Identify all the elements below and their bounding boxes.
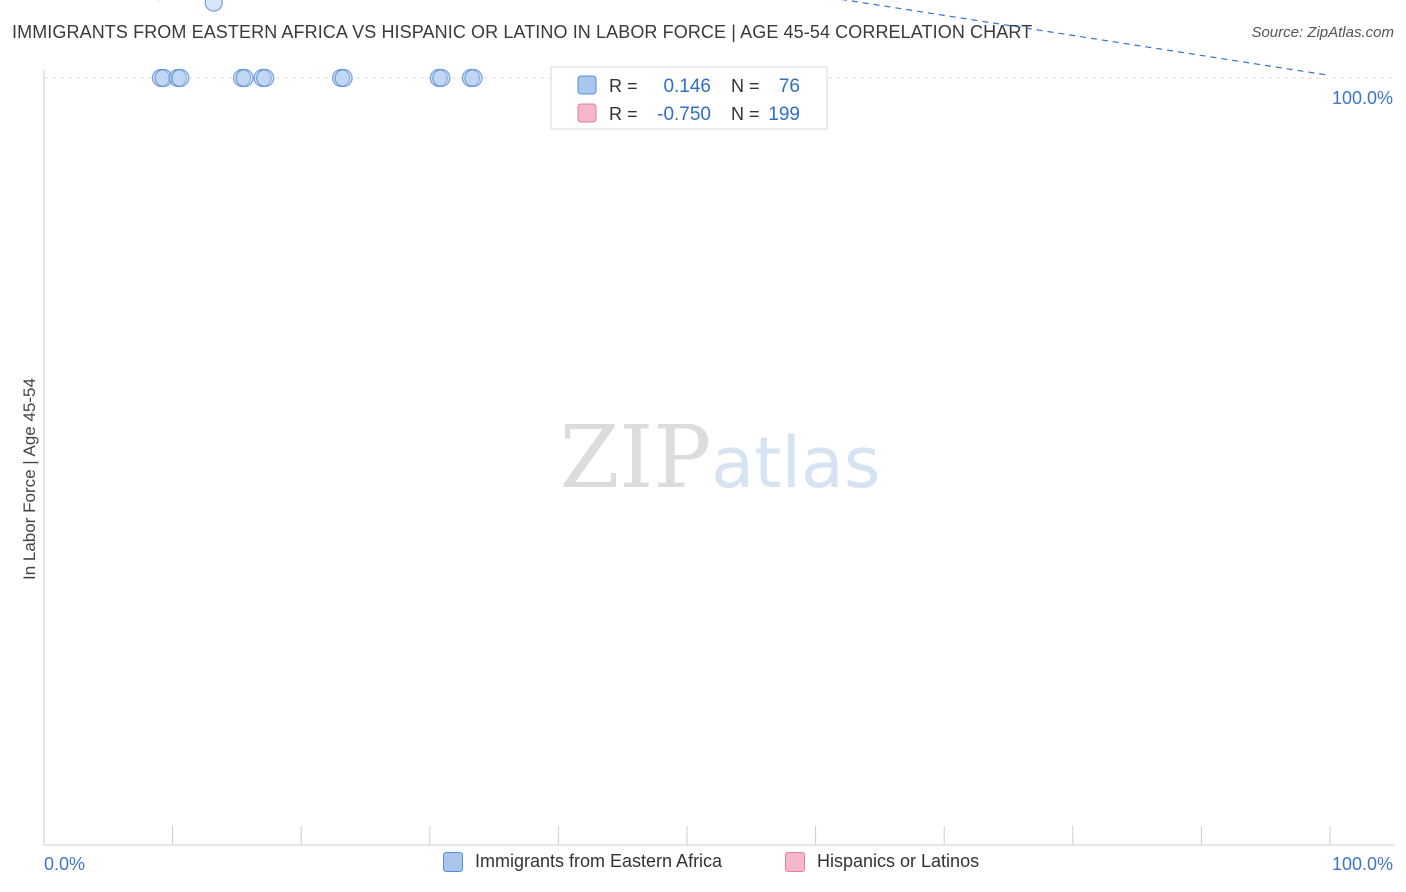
legend-swatch-blue: [577, 75, 597, 95]
grid-lines: [44, 77, 1395, 79]
bottom-legend-label-2: Hispanics or Latinos: [817, 851, 980, 871]
point-eastern-africa: [334, 68, 353, 88]
axes: [43, 70, 1395, 846]
legend-r-label-1: R =: [609, 76, 638, 96]
y-axis-label: In Labor Force | Age 45-54: [20, 378, 39, 580]
bottom-legend-hispanics: Hispanics or Latinos: [785, 851, 979, 872]
watermark-atlas: atlas: [711, 422, 880, 504]
legend-r-label-2: R =: [609, 104, 638, 124]
x-tick-label-min: 0.0%: [44, 854, 85, 874]
legend-n-label-2: N =: [731, 104, 760, 124]
watermark: ZIPatlas: [560, 408, 881, 508]
legend-n-label-1: N =: [731, 76, 760, 96]
legend-r-value-2: -0.750: [657, 104, 711, 125]
point-eastern-africa: [432, 68, 451, 88]
y-tick-label: 100.0%: [1332, 88, 1393, 108]
legend-swatch-pink: [577, 103, 597, 123]
point-eastern-africa: [171, 68, 190, 88]
correlation-legend: R = 0.146 N = 76 R = -0.750 N = 199: [550, 66, 828, 130]
legend-r-value-1: 0.146: [663, 76, 711, 97]
legend-n-value-2: 199: [768, 104, 800, 125]
series-eastern-africa-points: [151, 0, 483, 88]
point-eastern-africa: [204, 0, 223, 12]
point-eastern-africa: [464, 68, 483, 88]
bottom-legend-swatch-blue: [443, 851, 463, 872]
tick-labels: 55.0%70.0%85.0%100.0%0.0%100.0%: [44, 88, 1393, 874]
legend-n-value-1: 76: [779, 76, 800, 97]
legend-box-frame: [550, 66, 828, 130]
source-note: Source: ZipAtlas.com: [1251, 24, 1394, 41]
x-tick-label-max: 100.0%: [1332, 854, 1393, 874]
trend-line-eastern-africa-extension: [841, 0, 1331, 77]
bottom-legend-swatch-pink: [785, 851, 805, 872]
point-eastern-africa: [235, 68, 254, 88]
chart-title: IMMIGRANTS FROM EASTERN AFRICA VS HISPAN…: [12, 22, 1033, 42]
point-eastern-africa: [256, 68, 275, 88]
trend-lines: [841, 0, 1331, 77]
bottom-legend-eastern-africa: Immigrants from Eastern Africa: [443, 851, 722, 872]
watermark-zip: ZIP: [560, 408, 712, 508]
bottom-legend-label-1: Immigrants from Eastern Africa: [475, 851, 723, 871]
